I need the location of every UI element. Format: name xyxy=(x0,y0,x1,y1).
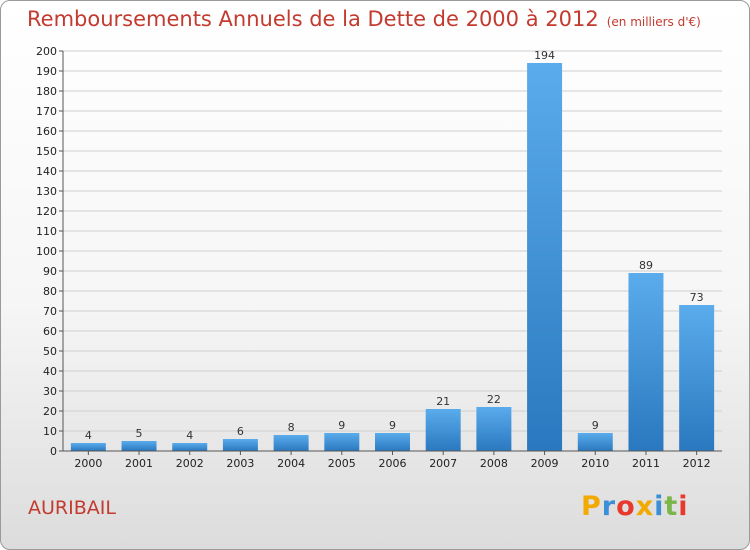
gridlines xyxy=(63,50,722,452)
y-tick-label: 150 xyxy=(36,145,57,158)
y-tick-label: 140 xyxy=(36,165,57,178)
logo-letter: t xyxy=(664,491,679,522)
x-tick-label: 2000 xyxy=(74,457,102,470)
data-label-2012: 73 xyxy=(690,291,704,304)
data-label-2008: 22 xyxy=(487,393,501,406)
y-axis: 0 10 20 30 40 50 60 70 80 90 100 110 120 130 140 150 160… xyxy=(36,45,64,458)
data-label-2005: 9 xyxy=(338,419,345,432)
bar-2011 xyxy=(628,273,664,451)
bar-2001 xyxy=(121,441,157,451)
y-tick-label: 80 xyxy=(43,285,57,298)
data-label-2001: 5 xyxy=(136,427,143,440)
y-tick-label: 180 xyxy=(36,85,57,98)
x-tick-label: 2004 xyxy=(277,457,305,470)
x-tick-label: 2005 xyxy=(328,457,356,470)
data-label-2009: 194 xyxy=(534,49,555,62)
data-label-2002: 4 xyxy=(186,429,193,442)
y-tick-label: 160 xyxy=(36,125,57,138)
data-label-2010: 9 xyxy=(592,419,599,432)
logo-letter: P xyxy=(581,491,602,522)
data-label-2006: 9 xyxy=(389,419,396,432)
bar-2004 xyxy=(273,435,309,451)
y-tick-label: 70 xyxy=(43,305,57,318)
y-tick-label: 40 xyxy=(43,365,57,378)
x-tick-label: 2003 xyxy=(226,457,254,470)
bar-2012 xyxy=(679,305,715,451)
y-tick-label: 170 xyxy=(36,105,57,118)
logo-letter: i xyxy=(654,491,665,522)
logo-letter: r xyxy=(601,491,617,522)
bar-2002 xyxy=(172,443,208,451)
bar-2006 xyxy=(375,433,410,451)
x-tick-label: 2002 xyxy=(176,457,204,470)
bar-2008 xyxy=(476,407,512,451)
data-label-2000: 4 xyxy=(85,429,92,442)
x-tick-label: 2011 xyxy=(632,457,660,470)
y-tick-label: 30 xyxy=(43,385,57,398)
bar-2003 xyxy=(222,439,258,451)
bar-2007 xyxy=(425,409,461,451)
y-tick-label: 50 xyxy=(43,345,57,358)
y-tick-label: 130 xyxy=(36,185,57,198)
chart-unit: (en milliers d'€) xyxy=(606,15,701,29)
bar-2010 xyxy=(577,433,613,451)
proxiti-logo: Proxiti xyxy=(581,491,689,522)
x-tick-label: 2012 xyxy=(683,457,711,470)
y-tick-label: 10 xyxy=(43,425,57,438)
logo-letter: i xyxy=(678,491,689,522)
bar-2005 xyxy=(324,433,360,451)
x-tick-label: 2006 xyxy=(379,457,407,470)
x-tick-label: 2010 xyxy=(581,457,609,470)
chart-title: Remboursements Annuels de la Dette de 20… xyxy=(27,7,701,31)
data-label-2007: 21 xyxy=(436,395,450,408)
bar-2009 xyxy=(527,63,563,451)
chart-title-text: Remboursements Annuels de la Dette de 20… xyxy=(27,7,599,31)
x-tick-label: 2007 xyxy=(429,457,457,470)
place-name: AURIBAIL xyxy=(28,497,116,519)
data-label-2011: 89 xyxy=(639,259,653,272)
bar-2000 xyxy=(70,443,106,451)
y-tick-label: 90 xyxy=(43,265,57,278)
x-tick-label: 2008 xyxy=(480,457,508,470)
y-tick-label: 120 xyxy=(36,205,57,218)
x-tick-label: 2001 xyxy=(125,457,153,470)
y-tick-label: 60 xyxy=(43,325,57,338)
y-tick-label: 110 xyxy=(36,225,57,238)
x-tick-label: 2009 xyxy=(531,457,559,470)
data-label-2004: 8 xyxy=(288,421,295,434)
y-tick-label: 0 xyxy=(50,445,57,458)
y-tick-label: 100 xyxy=(36,245,57,258)
logo-letter: o xyxy=(616,491,636,522)
y-tick-label: 200 xyxy=(36,45,57,58)
y-tick-label: 20 xyxy=(43,405,57,418)
logo-letter: x xyxy=(635,491,655,522)
x-axis: 2000 2001 2002 2003 2004 2005 2006 2007 2008 2009… xyxy=(63,450,722,470)
y-tick-label: 190 xyxy=(36,65,57,78)
data-label-2003: 6 xyxy=(237,425,244,438)
